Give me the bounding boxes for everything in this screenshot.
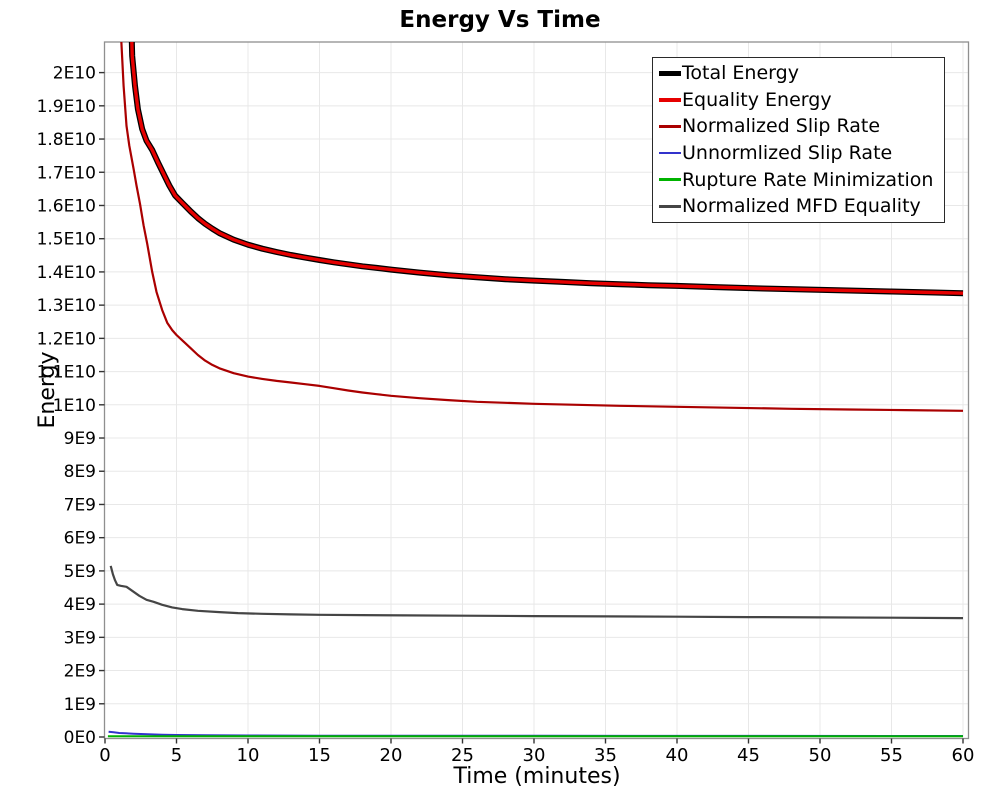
y-tick-label: 1.8E10 [37, 130, 96, 150]
x-tick-label: 10 [237, 745, 260, 766]
y-tick-label: 7E9 [64, 495, 96, 515]
series-line-normalized-slip-rate [120, 42, 964, 412]
chart-title: Energy Vs Time [399, 7, 601, 33]
plot-border [103, 41, 970, 740]
y-tick-label: 1.7E10 [37, 163, 96, 183]
y-tick-label: 1.5E10 [37, 230, 96, 250]
x-tick-label: 35 [594, 745, 617, 766]
legend-item-label: Total Energy [682, 62, 799, 85]
x-tick-label: 15 [308, 745, 331, 766]
x-tick-label: 30 [523, 745, 546, 766]
x-tick-label: 20 [380, 745, 403, 766]
x-tick-label: 5 [171, 745, 182, 766]
y-tick-label: 1.9E10 [37, 97, 96, 117]
y-tick-label: 8E9 [64, 462, 96, 482]
legend-line-sample [659, 178, 681, 181]
legend-item-label: Normalized MFD Equality [682, 195, 921, 218]
x-tick-label: 0 [99, 745, 110, 766]
x-tick-label: 55 [880, 745, 903, 766]
y-tick-label: 1E10 [53, 396, 96, 416]
y-tick-label: 4E9 [64, 595, 96, 615]
x-tick-label: 45 [737, 745, 760, 766]
y-tick-label: 1.6E10 [37, 196, 96, 216]
y-tick-label: 1E9 [64, 695, 96, 715]
series-group [107, 42, 964, 738]
legend-item: Equality Energy [657, 87, 940, 114]
y-tick-label: 9E9 [64, 429, 96, 449]
legend-line-sample [659, 97, 681, 102]
legend-item-label: Equality Energy [682, 88, 832, 111]
legend-item-label: Unnormlized Slip Rate [682, 142, 893, 165]
y-tick-label: 1.1E10 [37, 363, 96, 383]
x-tick-label: 25 [451, 745, 474, 766]
legend-item: Rupture Rate Minimization [657, 166, 940, 193]
y-tick-label: 1.3E10 [37, 296, 96, 316]
legend-item: Normalized MFD Equality [657, 193, 940, 220]
legend-line-sample [659, 125, 681, 128]
y-tick-label: 2E10 [53, 64, 96, 84]
legend-item: Total Energy [657, 60, 940, 87]
x-tick-label: 40 [666, 745, 689, 766]
legend: Total Energy Equality Energy Normalized Sl… [652, 57, 945, 223]
y-tick-label: 5E9 [64, 562, 96, 582]
y-tick-label: 3E9 [64, 628, 96, 648]
legend-item: Normalized Slip Rate [657, 113, 940, 140]
legend-line-sample [659, 151, 681, 155]
legend-item-label: Normalized Slip Rate [682, 115, 881, 138]
series-line-normalized-mfd-equality [109, 565, 964, 620]
y-tick-label: 1.2E10 [37, 329, 96, 349]
y-tick-label: 1.4E10 [37, 263, 96, 283]
y-tick-label: 0E0 [64, 728, 96, 748]
x-tick-label: 60 [952, 745, 975, 766]
series-line-equality-energy [130, 42, 964, 295]
y-tick-label: 2E9 [64, 662, 96, 682]
x-axis-title: Time (minutes) [453, 764, 621, 789]
legend-item: Unnormlized Slip Rate [657, 140, 940, 167]
legend-line-sample [659, 205, 681, 208]
legend-item-label: Rupture Rate Minimization [682, 168, 934, 191]
x-tick-label: 50 [809, 745, 832, 766]
legend-line-sample [659, 70, 681, 76]
y-tick-label: 6E9 [64, 529, 96, 549]
